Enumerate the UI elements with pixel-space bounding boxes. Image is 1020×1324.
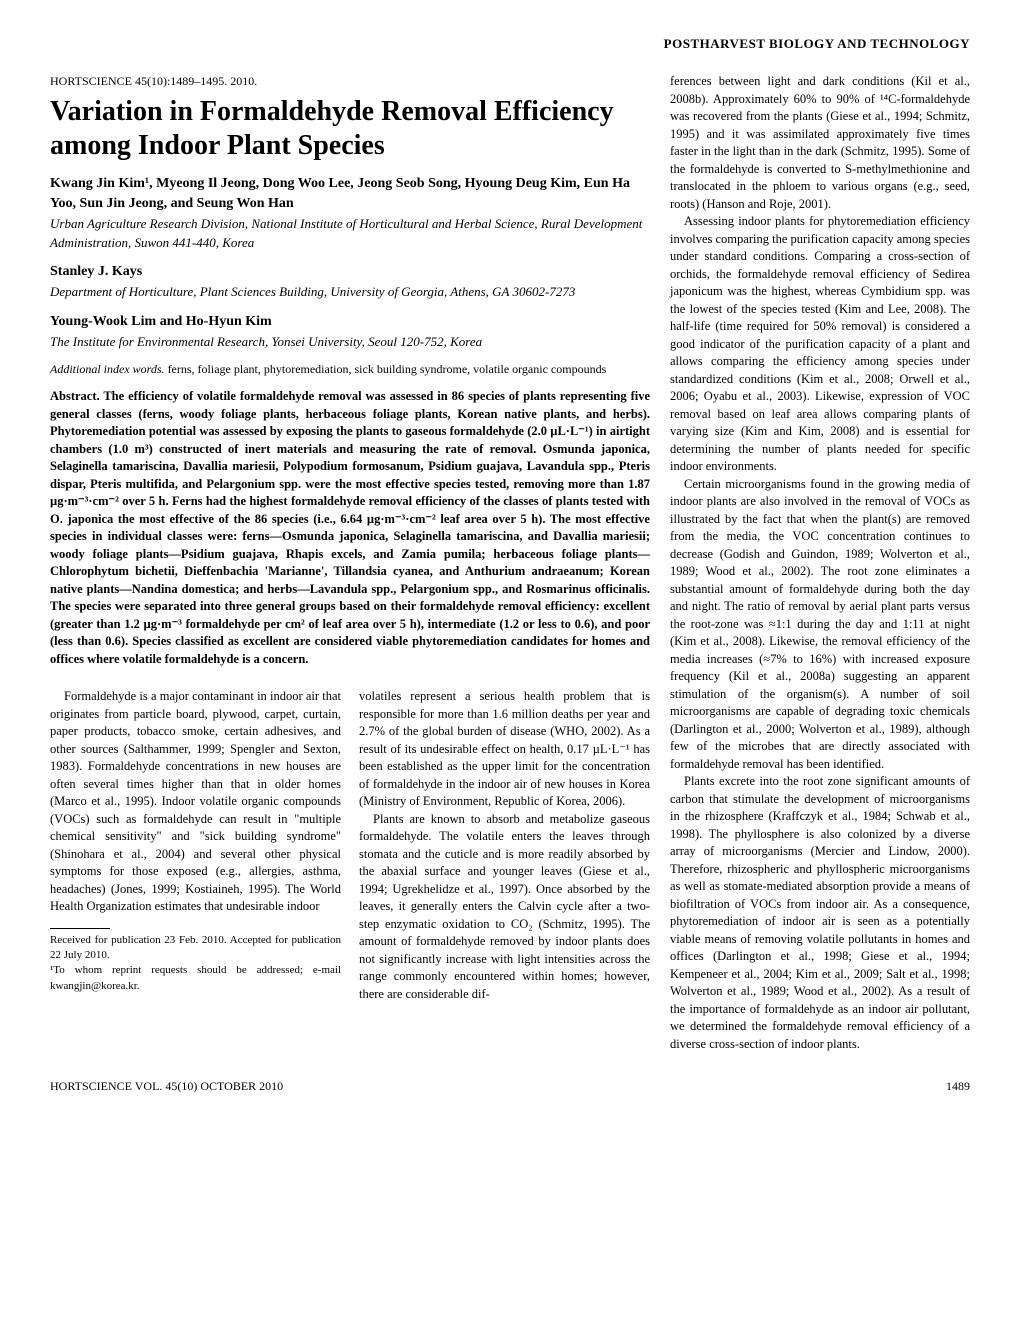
footer-page-number: 1489	[946, 1078, 970, 1095]
body-middle-p1: volatiles represent a serious health pro…	[359, 688, 650, 811]
index-words: Additional index words. ferns, foliage p…	[50, 361, 650, 378]
author-group-3: Young-Wook Lim and Ho-Hyun Kim	[50, 312, 650, 332]
affiliation-3: The Institute for Environmental Research…	[50, 333, 650, 351]
footnote-1: Received for publication 23 Feb. 2010. A…	[50, 933, 341, 964]
body-middle-p2: Plants are known to absorb and metaboliz…	[359, 811, 650, 1004]
index-words-text: ferns, foliage plant, phytoremediation, …	[168, 362, 607, 376]
citation: HORTSCIENCE 45(10):1489–1495. 2010.	[50, 73, 650, 90]
section-header: POSTHARVEST BIOLOGY AND TECHNOLOGY	[50, 35, 970, 53]
index-words-label: Additional index words.	[50, 362, 165, 376]
footer-left: HORTSCIENCE VOL. 45(10) OCTOBER 2010	[50, 1078, 283, 1095]
body-col-2: volatiles represent a serious health pro…	[359, 688, 650, 1003]
body-right-p2: Assessing indoor plants for phytoremedia…	[670, 213, 970, 476]
left-column: HORTSCIENCE 45(10):1489–1495. 2010. Vari…	[50, 73, 650, 1053]
footer: HORTSCIENCE VOL. 45(10) OCTOBER 2010 148…	[50, 1078, 970, 1095]
affiliation-1: Urban Agriculture Research Division, Nat…	[50, 215, 650, 251]
abstract: Abstract. The efficiency of volatile for…	[50, 388, 650, 668]
affiliation-2: Department of Horticulture, Plant Scienc…	[50, 283, 650, 301]
author-group-2: Stanley J. Kays	[50, 262, 650, 282]
body-columns: Formaldehyde is a major contaminant in i…	[50, 688, 650, 1003]
content-wrapper: HORTSCIENCE 45(10):1489–1495. 2010. Vari…	[50, 73, 970, 1053]
author-group-1: Kwang Jin Kim¹, Myeong Il Jeong, Dong Wo…	[50, 174, 650, 213]
body-col-1: Formaldehyde is a major contaminant in i…	[50, 688, 341, 1003]
body-right-p1: ferences between light and dark conditio…	[670, 73, 970, 213]
article-title: Variation in Formaldehyde Removal Effici…	[50, 95, 650, 162]
body-right-p3: Certain microorganisms found in the grow…	[670, 476, 970, 774]
body-left-p1: Formaldehyde is a major contaminant in i…	[50, 688, 341, 916]
footnote-2: ¹To whom reprint requests should be addr…	[50, 963, 341, 994]
footnote-divider	[50, 928, 110, 929]
body-right-p4: Plants excrete into the root zone signif…	[670, 773, 970, 1053]
right-column: ferences between light and dark conditio…	[670, 73, 970, 1053]
